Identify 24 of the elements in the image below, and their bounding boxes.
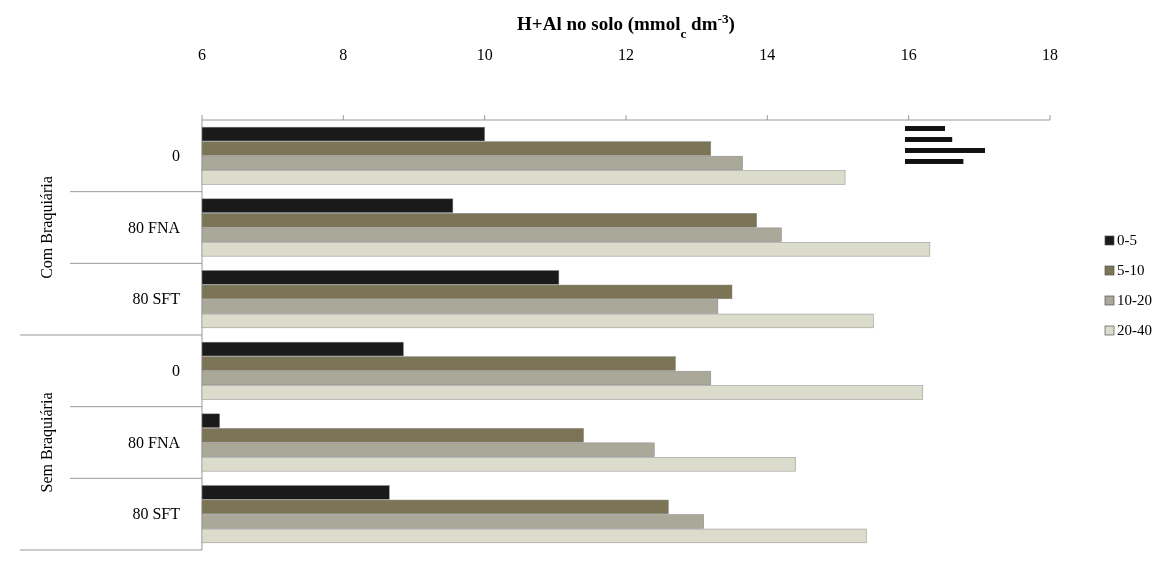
x-tick-label: 8 bbox=[339, 46, 348, 63]
bar bbox=[905, 137, 953, 142]
legend-label: 10-20 bbox=[1117, 292, 1152, 308]
legend-label: 5-10 bbox=[1117, 262, 1145, 278]
y-tick-label: 80 FNA bbox=[127, 433, 181, 451]
bar bbox=[905, 159, 964, 164]
x-axis-title: H+Al no solo (mmol$_{c}$ dm$^{-3}$) bbox=[517, 10, 735, 41]
x-tick-label: 18 bbox=[1042, 46, 1058, 63]
text: Com Braquiária bbox=[38, 176, 56, 279]
y-tick-label: 80 FNA bbox=[127, 218, 181, 236]
x-tick-label: 14 bbox=[759, 46, 776, 63]
y-tick-label: 80 SFT bbox=[132, 505, 181, 523]
x-tick-label: 16 bbox=[900, 46, 917, 63]
y-tick-label: 80 SFT bbox=[132, 290, 181, 308]
legend-label: 20-40 bbox=[1117, 322, 1152, 338]
x-tick-label: 10 bbox=[476, 46, 493, 63]
bar bbox=[905, 126, 945, 131]
y-tick-label: 0 bbox=[172, 146, 180, 164]
legend-label: 0-5 bbox=[1117, 232, 1137, 248]
x-tick-label: 12 bbox=[618, 46, 634, 63]
text: Sem Braquiária bbox=[38, 392, 56, 493]
bar bbox=[905, 148, 985, 153]
y-tick-label: 0 bbox=[172, 361, 180, 379]
x-tick-label: 6 bbox=[198, 46, 206, 63]
